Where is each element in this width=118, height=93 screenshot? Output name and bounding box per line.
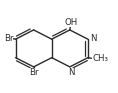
Text: N: N: [90, 34, 97, 43]
Text: N: N: [68, 68, 74, 77]
Text: Br: Br: [4, 34, 13, 43]
Text: CH₃: CH₃: [92, 54, 108, 63]
Text: Br: Br: [29, 68, 38, 77]
Text: OH: OH: [65, 18, 78, 27]
